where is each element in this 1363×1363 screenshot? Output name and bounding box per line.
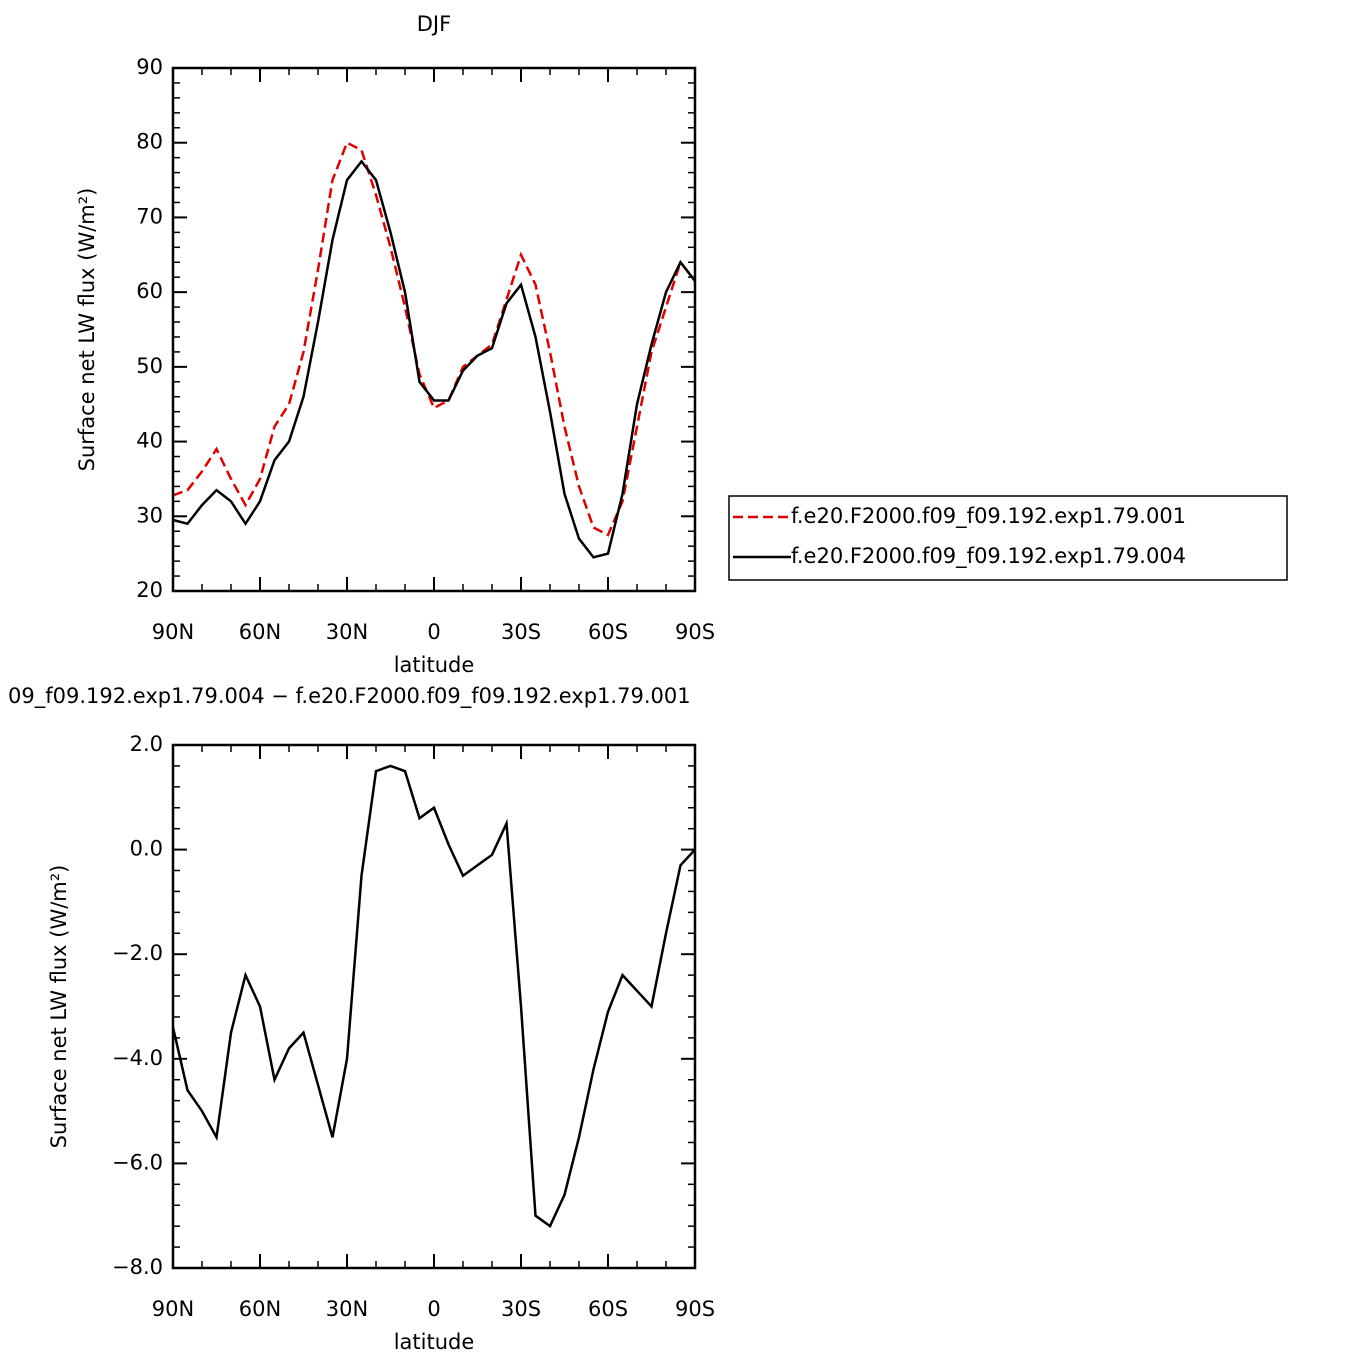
x-tick-label: 30N — [326, 620, 368, 644]
y-tick-label: 20 — [136, 578, 163, 602]
y-tick-label: −2.0 — [112, 941, 163, 965]
x-tick-label: 60S — [588, 620, 628, 644]
y-tick-label: 80 — [136, 130, 163, 154]
plot-frame — [171, 66, 697, 593]
y-axis-label: Surface net LW flux (W/m²) — [75, 188, 99, 472]
x-tick-label: 0 — [427, 620, 440, 644]
x-tick-label: 90N — [152, 620, 194, 644]
y-tick-label: 30 — [136, 503, 163, 527]
y-tick-label: −6.0 — [112, 1150, 163, 1174]
legend-label: f.e20.F2000.f09_f09.192.exp1.79.004 — [791, 544, 1186, 569]
x-axis-label: latitude — [394, 653, 475, 677]
x-tick-label: 0 — [427, 1297, 440, 1321]
chart-title: 09_f09.192.exp1.79.004 − f.e20.F2000.f09… — [8, 684, 691, 709]
x-tick-label: 30N — [326, 1297, 368, 1321]
data-line — [171, 764, 696, 1229]
x-tick-label: 30S — [501, 620, 541, 644]
x-axis-label: latitude — [394, 1330, 475, 1354]
x-tick-label: 90S — [675, 620, 715, 644]
x-tick-label: 90S — [675, 1297, 715, 1321]
x-tick-label: 60N — [239, 1297, 281, 1321]
y-axis-label: Surface net LW flux (W/m²) — [47, 865, 71, 1149]
y-tick-label: 50 — [136, 354, 163, 378]
x-tick-label: 60N — [239, 620, 281, 644]
data-line — [172, 140, 696, 537]
y-tick-label: 90 — [136, 55, 163, 79]
chart-title: DJF — [417, 12, 451, 36]
y-tick-label: −8.0 — [112, 1255, 163, 1279]
x-tick-label: 90N — [152, 1297, 194, 1321]
legend-label: f.e20.F2000.f09_f09.192.exp1.79.001 — [791, 504, 1186, 529]
y-tick-label: 2.0 — [130, 732, 163, 756]
data-line — [172, 159, 696, 559]
y-tick-label: 60 — [136, 279, 163, 303]
y-tick-label: −4.0 — [112, 1046, 163, 1070]
y-tick-label: 70 — [136, 204, 163, 228]
x-tick-label: 30S — [501, 1297, 541, 1321]
plot-frame — [171, 743, 697, 1270]
x-tick-label: 60S — [588, 1297, 628, 1321]
y-tick-label: 40 — [136, 429, 163, 453]
legend-box — [728, 495, 1288, 581]
y-tick-label: 0.0 — [130, 837, 163, 861]
